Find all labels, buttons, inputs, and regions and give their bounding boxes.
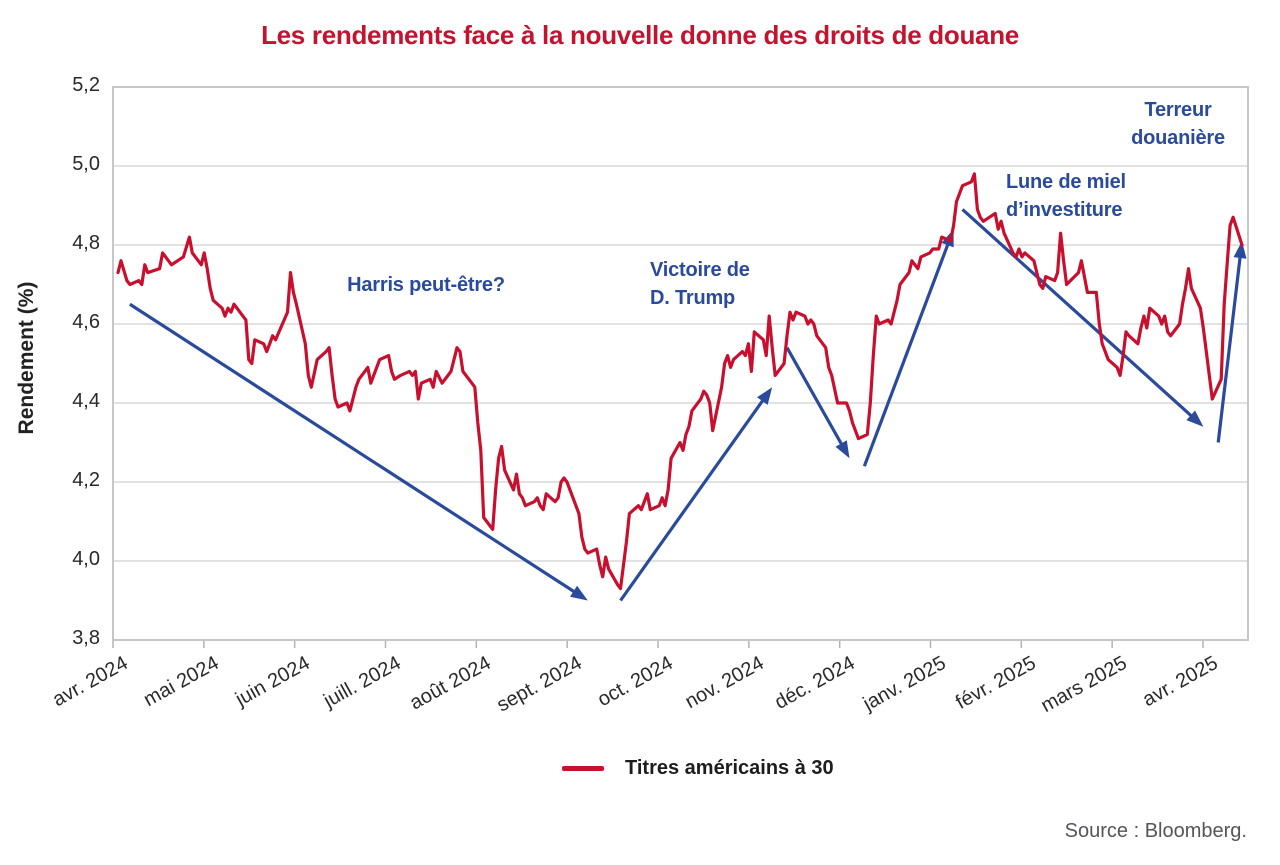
annotation-lune-de-miel: Lune de miel d’investiture <box>1006 171 1126 221</box>
annotation-harris: Harris peut-être? <box>347 274 505 296</box>
source-credit: Source : Bloomberg. <box>1064 820 1247 842</box>
trend-arrow-shaft <box>961 208 1196 420</box>
trend-arrow-shaft <box>1216 252 1243 443</box>
y-tick-label: 5,2 <box>72 74 100 96</box>
y-tick-label: 4,4 <box>72 390 100 412</box>
trend-arrow-shaft <box>129 302 579 596</box>
trend-arrow-head <box>570 585 588 601</box>
trend-arrow-head <box>835 440 850 459</box>
trend-arrow-head <box>1233 241 1247 259</box>
trend-arrow-shaft <box>619 396 767 602</box>
legend-line-swatch <box>562 766 604 771</box>
y-tick-label: 3,8 <box>72 627 100 649</box>
y-tick-label: 5,0 <box>72 153 100 175</box>
y-tick-label: 4,6 <box>72 311 100 333</box>
y-tick-label: 4,0 <box>72 548 100 570</box>
plot-frame <box>112 86 1249 641</box>
legend-label: Titres américains à 30 <box>625 757 834 779</box>
y-tick-label: 4,8 <box>72 232 100 254</box>
trend-arrow-shaft <box>862 239 951 467</box>
trend-arrow-head <box>757 387 773 405</box>
annotation-terreur-douaniere: Terreur douanière <box>1131 99 1225 149</box>
legend: Titres américains à 30 <box>562 757 834 780</box>
trend-arrow-shaft <box>785 346 845 449</box>
y-tick-label: 4,2 <box>72 469 100 491</box>
annotation-victoire-trump: Victoire de D. Trump <box>650 259 750 309</box>
yield-line-series <box>116 172 1244 591</box>
trend-arrow-head <box>1186 410 1204 427</box>
chart-title: Les rendements face à la nouvelle donne … <box>261 20 1019 50</box>
